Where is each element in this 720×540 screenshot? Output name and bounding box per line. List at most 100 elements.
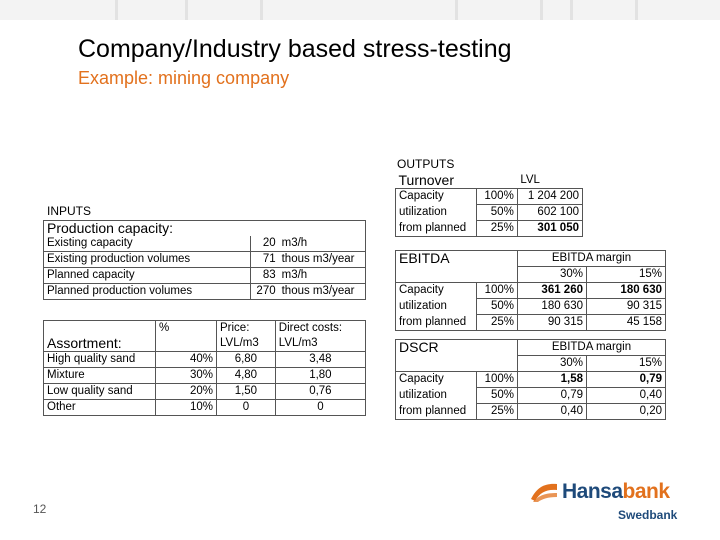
logo-subtitle: Swedbank <box>618 508 678 522</box>
hansabank-logo: Hansabank Swedbank <box>530 478 690 526</box>
table-row: utilization 50% 602 100 <box>395 204 584 221</box>
row-cost: 3,48 <box>274 351 367 368</box>
row-label: utilization <box>395 387 477 404</box>
price-unit-header: LVL/m3 <box>216 336 276 352</box>
table-row: Other 10% 0 0 <box>43 399 367 416</box>
row-label: Existing capacity <box>43 236 251 252</box>
assortment-heading: Assortment: <box>43 320 156 352</box>
top-bar-divider <box>635 0 638 20</box>
table-row: from planned 25% 90 315 45 158 <box>395 314 666 331</box>
logo-wordmark: Hansabank <box>562 480 670 504</box>
table-row: from planned 25% 0,40 0,20 <box>395 403 666 420</box>
row-label: Planned capacity <box>43 267 251 284</box>
ebitda-margin-header: EBITDA margin <box>517 339 666 356</box>
row-price: 1,50 <box>216 383 276 400</box>
row-value: 602 100 <box>516 204 584 221</box>
turnover-table: Turnover LVL Capacity 100% 1 204 200 uti… <box>395 173 584 237</box>
margin-col-header: 15% <box>586 355 666 372</box>
production-capacity-heading: Production capacity: <box>43 220 366 236</box>
production-capacity-table: Production capacity: Existing capacity 2… <box>43 220 366 300</box>
row-percent: 25% <box>476 220 518 237</box>
table-row: Assortment: % Price: Direct costs: <box>43 320 367 352</box>
ebitda-heading: EBITDA <box>395 250 518 283</box>
assortment-table: Assortment: % Price: Direct costs: LVL/m… <box>43 320 367 416</box>
table-row: Capacity 100% 1 204 200 <box>395 188 584 205</box>
table-row: Low quality sand 20% 1,50 0,76 <box>43 383 367 400</box>
table-row: Planned capacity 83 m3/h <box>43 267 366 284</box>
direct-costs-unit-header: LVL/m3 <box>274 336 367 352</box>
table-row: LVL/m3 LVL/m3 <box>44 336 367 352</box>
row-percent: 100% <box>476 188 518 205</box>
row-cost: 1,80 <box>274 367 367 384</box>
table-row: utilization 50% 0,79 0,40 <box>395 387 666 404</box>
dscr-heading: DSCR <box>395 339 518 372</box>
row-cost: 0 <box>274 399 367 416</box>
row-percent: 100% <box>476 282 518 299</box>
row-value: 71 <box>249 251 279 268</box>
top-decor-bar <box>0 0 720 20</box>
row-value-15: 180 630 <box>586 282 666 299</box>
ebitda-table: EBITDA EBITDA margin 30% 15% Capacity 10… <box>395 250 666 331</box>
row-value: 83 <box>249 267 279 284</box>
logo-wordmark-accent: bank <box>622 480 671 503</box>
table-row: 30% 15% <box>396 355 666 372</box>
top-bar-divider <box>185 0 188 20</box>
table-row: Existing capacity 20 m3/h <box>43 236 366 252</box>
table-row: Turnover LVL <box>396 173 583 189</box>
row-unit: thous m3/year <box>278 251 366 268</box>
table-row: Production capacity: <box>43 220 366 236</box>
row-label: from planned <box>395 220 477 237</box>
row-unit: m3/h <box>278 236 366 252</box>
row-value-30: 361 260 <box>517 282 587 299</box>
top-bar-divider <box>540 0 543 20</box>
row-label: from planned <box>395 403 477 420</box>
price-column-header: Price: <box>216 320 276 336</box>
row-percent: 30% <box>155 367 217 384</box>
top-bar-divider <box>570 0 573 20</box>
page-title: Company/Industry based stress-testing <box>78 35 512 63</box>
row-value-15: 0,20 <box>586 403 666 420</box>
page-subtitle: Example: mining company <box>78 68 290 88</box>
top-bar-divider <box>115 0 118 20</box>
row-unit: thous m3/year <box>278 283 366 300</box>
table-row: Capacity 100% 361 260 180 630 <box>395 282 666 299</box>
row-value-15: 45 158 <box>586 314 666 331</box>
row-label: Planned production volumes <box>43 283 251 300</box>
row-label: Capacity <box>395 282 477 299</box>
top-bar-divider <box>260 0 263 20</box>
row-value: 1 204 200 <box>516 188 584 205</box>
row-percent: 100% <box>476 371 518 388</box>
row-value: 301 050 <box>516 220 584 237</box>
row-percent: 25% <box>476 403 518 420</box>
wave-logo-icon <box>531 483 557 502</box>
row-percent: 50% <box>476 204 518 221</box>
row-label: utilization <box>395 204 477 221</box>
table-row: utilization 50% 180 630 90 315 <box>395 298 666 315</box>
outputs-label: OUTPUTS <box>397 157 455 171</box>
dscr-table: DSCR EBITDA margin 30% 15% Capacity 100%… <box>395 339 666 420</box>
row-label: Other <box>43 399 156 416</box>
row-label: Mixture <box>43 367 156 384</box>
row-percent: 50% <box>476 387 518 404</box>
table-row: Capacity 100% 1,58 0,79 <box>395 371 666 388</box>
row-value-30: 180 630 <box>517 298 587 315</box>
row-label: from planned <box>395 314 477 331</box>
table-row: Existing production volumes 71 thous m3/… <box>43 251 366 268</box>
row-label: Low quality sand <box>43 383 156 400</box>
row-percent: 25% <box>476 314 518 331</box>
row-label: High quality sand <box>43 351 156 368</box>
table-row: DSCR EBITDA margin <box>395 339 666 372</box>
row-percent: 40% <box>155 351 217 368</box>
row-percent: 50% <box>476 298 518 315</box>
turnover-currency: LVL <box>520 174 540 186</box>
row-label: Existing production volumes <box>43 251 251 268</box>
row-label: Capacity <box>395 371 477 388</box>
row-value-30: 0,40 <box>517 403 587 420</box>
top-bar-divider <box>455 0 458 20</box>
inputs-label: INPUTS <box>47 204 92 218</box>
row-percent: 20% <box>155 383 217 400</box>
page-number: 12 <box>33 502 47 516</box>
row-value-15: 0,40 <box>586 387 666 404</box>
logo-wordmark-main: Hansa <box>562 480 623 503</box>
table-row: High quality sand 40% 6,80 3,48 <box>43 351 367 368</box>
